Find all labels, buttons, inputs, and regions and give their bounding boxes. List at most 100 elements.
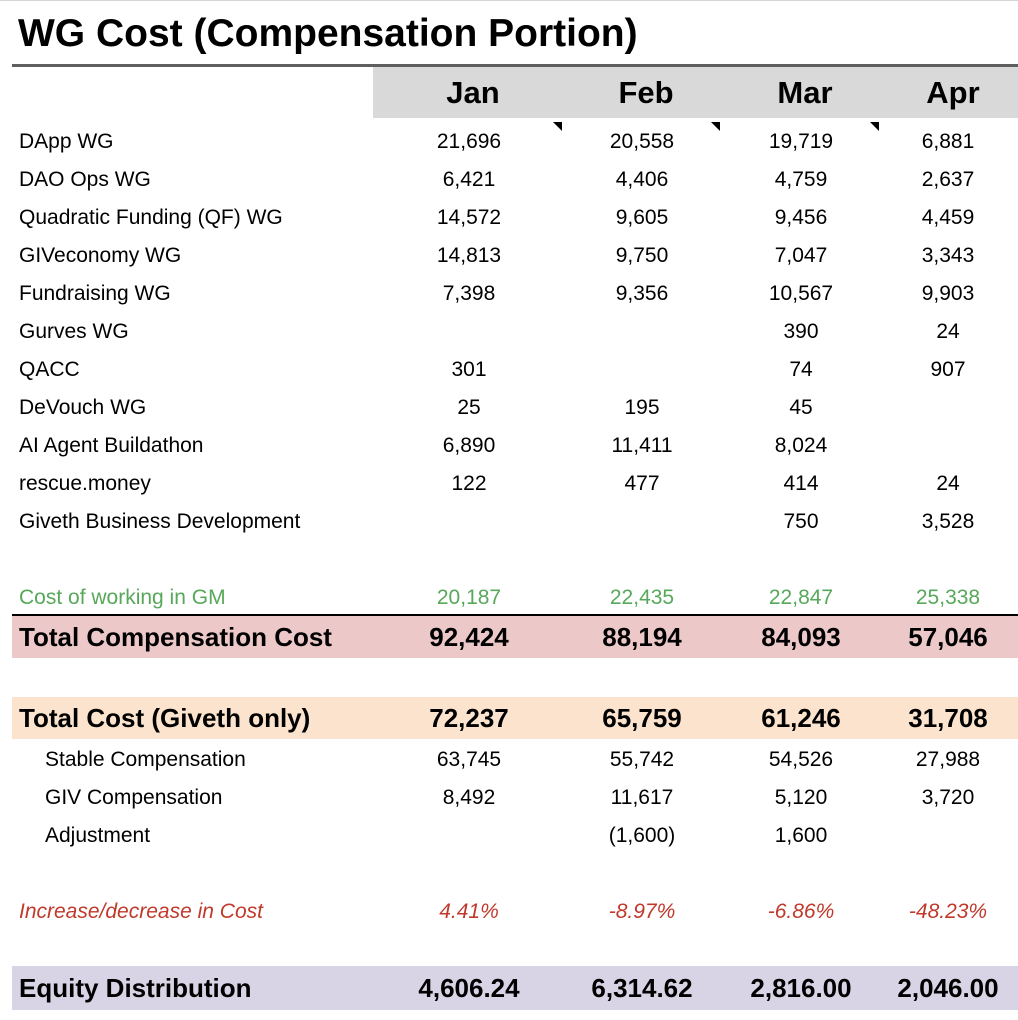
cell-apr[interactable]: 907 (930, 358, 966, 381)
cell-feb[interactable]: 55,742 (609, 748, 675, 771)
row-label: Equity Distribution (19, 973, 252, 1003)
comment-marker-icon[interactable] (553, 122, 562, 131)
cell-apr[interactable]: 6,881 (921, 130, 975, 153)
total-giveth-row[interactable]: Total Cost (Giveth only) 72,237 65,759 6… (0, 699, 1018, 737)
cell-feb[interactable]: 9,750 (615, 244, 669, 267)
col-header-jan[interactable]: Jan (446, 75, 500, 110)
cell-mar[interactable]: 45 (789, 396, 813, 419)
cell-mar[interactable]: 10,567 (768, 282, 834, 305)
cell-apr[interactable]: -48.23% (908, 900, 988, 923)
cell-jan[interactable]: 21,696 (436, 130, 502, 153)
cost-change-row[interactable]: Increase/decrease in Cost 4.41% -8.97% -… (0, 893, 1018, 931)
row-label: Total Compensation Cost (19, 622, 332, 652)
cell-mar[interactable]: 5,120 (774, 786, 828, 809)
cell-mar[interactable]: 54,526 (768, 748, 834, 771)
cell-mar[interactable]: 7,047 (774, 244, 828, 267)
equity-row[interactable]: Equity Distribution 4,606.24 6,314.62 2,… (0, 969, 1018, 1007)
cell-apr[interactable]: 25,338 (915, 586, 981, 609)
row-label: Fundraising WG (19, 282, 171, 305)
cell-mar[interactable]: 19,719 (768, 130, 834, 153)
cell-apr[interactable]: 57,046 (908, 622, 988, 652)
cell-jan[interactable]: 92,424 (429, 622, 509, 652)
cell-feb[interactable]: 20,558 (609, 130, 675, 153)
cell-jan[interactable]: 14,572 (436, 206, 502, 229)
cell-apr[interactable]: 24 (936, 320, 960, 343)
cell-jan[interactable]: 301 (451, 358, 487, 381)
col-header-apr[interactable]: Apr (926, 75, 980, 110)
cell-mar[interactable]: 22,847 (768, 586, 834, 609)
cell-apr[interactable]: 4,459 (921, 206, 975, 229)
cell-jan[interactable]: 7,398 (442, 282, 496, 305)
cell-feb[interactable]: 477 (624, 472, 660, 495)
table-row[interactable]: Fundraising WG 7,398 9,356 10,567 9,903 (0, 275, 1018, 313)
cell-jan[interactable]: 72,237 (429, 703, 509, 733)
comment-marker-icon[interactable] (711, 122, 720, 131)
cell-feb[interactable]: 195 (624, 396, 660, 419)
cell-apr[interactable]: 3,720 (921, 786, 975, 809)
cell-feb[interactable]: 22,435 (609, 586, 675, 609)
cell-jan[interactable]: 63,745 (436, 748, 502, 771)
cell-apr[interactable]: 31,708 (908, 703, 988, 733)
cell-mar[interactable]: 4,759 (774, 168, 828, 191)
table-row[interactable]: DAO Ops WG 6,421 4,406 4,759 2,637 (0, 161, 1018, 199)
table-row[interactable]: rescue.money 122 477 414 24 (0, 465, 1018, 503)
col-header-feb[interactable]: Feb (618, 75, 674, 110)
cell-apr[interactable]: 2,046.00 (897, 973, 999, 1003)
cell-jan[interactable]: 6,421 (442, 168, 496, 191)
cell-mar[interactable]: 414 (783, 472, 819, 495)
cell-apr[interactable]: 27,988 (915, 748, 981, 771)
cell-jan[interactable]: 6,890 (442, 434, 496, 457)
table-row[interactable]: QACC 301 74 907 (0, 351, 1018, 389)
table-row[interactable]: AI Agent Buildathon 6,890 11,411 8,024 (0, 427, 1018, 465)
table-row[interactable]: Quadratic Funding (QF) WG 14,572 9,605 9… (0, 199, 1018, 237)
cell-apr[interactable]: 24 (936, 472, 960, 495)
cell-feb[interactable]: 6,314.62 (591, 973, 693, 1003)
cell-apr[interactable]: 3,343 (921, 244, 975, 267)
row-label: DeVouch WG (19, 396, 147, 419)
cell-apr[interactable]: 2,637 (921, 168, 975, 191)
cell-jan[interactable]: 122 (451, 472, 487, 495)
cell-feb[interactable]: 9,356 (615, 282, 669, 305)
cell-jan[interactable]: 20,187 (436, 586, 502, 609)
cell-jan[interactable]: 8,492 (442, 786, 496, 809)
equity-band (12, 966, 1018, 1010)
cell-mar[interactable]: 750 (783, 510, 819, 533)
cell-apr[interactable]: 3,528 (921, 510, 975, 533)
cell-feb[interactable]: -8.97% (608, 900, 676, 923)
table-row[interactable]: DeVouch WG 25 195 45 (0, 389, 1018, 427)
cell-mar[interactable]: 84,093 (761, 622, 841, 652)
cell-apr[interactable]: 9,903 (921, 282, 975, 305)
cell-feb[interactable]: 9,605 (615, 206, 669, 229)
cell-jan[interactable]: 14,813 (436, 244, 502, 267)
cell-mar[interactable]: 8,024 (774, 434, 828, 457)
cost-gm-row[interactable]: Cost of working in GM 20,187 22,435 22,8… (0, 579, 1018, 617)
cell-mar[interactable]: 74 (789, 358, 813, 381)
sub-row[interactable]: GIV Compensation 8,492 11,617 5,120 3,72… (0, 779, 1018, 817)
sub-row[interactable]: Stable Compensation 63,745 55,742 54,526… (0, 741, 1018, 779)
table-row[interactable]: GIVeconomy WG 14,813 9,750 7,047 3,343 (0, 237, 1018, 275)
table-row[interactable]: Giveth Business Development 750 3,528 (0, 503, 1018, 541)
sub-row[interactable]: Adjustment (1,600) 1,600 (0, 817, 1018, 855)
cell-mar[interactable]: 390 (783, 320, 819, 343)
cell-mar[interactable]: -6.86% (767, 900, 835, 923)
cell-jan[interactable]: 4,606.24 (418, 973, 520, 1003)
cell-feb[interactable]: 4,406 (615, 168, 669, 191)
cell-feb[interactable]: 11,617 (610, 786, 674, 809)
cell-feb[interactable]: 88,194 (602, 622, 682, 652)
cell-mar[interactable]: 2,816.00 (750, 973, 852, 1003)
col-header-mar[interactable]: Mar (777, 75, 833, 110)
cell-feb[interactable]: 11,411 (611, 434, 673, 457)
comment-marker-icon[interactable] (870, 122, 879, 131)
cell-jan[interactable]: 25 (457, 396, 481, 419)
cell-mar[interactable]: 61,246 (761, 703, 841, 733)
cell-feb[interactable]: 65,759 (602, 703, 682, 733)
table-row[interactable]: DApp WG 21,696 20,558 19,719 6,881 (0, 123, 1018, 161)
cell-jan[interactable]: 4.41% (439, 900, 499, 923)
cell-feb[interactable]: (1,600) (608, 824, 676, 847)
cell-mar[interactable]: 1,600 (774, 824, 828, 847)
row-label: DApp WG (19, 130, 114, 153)
total-comp-row[interactable]: Total Compensation Cost 92,424 88,194 84… (0, 618, 1018, 656)
row-label: GIV Compensation (45, 786, 223, 809)
table-row[interactable]: Gurves WG 390 24 (0, 313, 1018, 351)
cell-mar[interactable]: 9,456 (774, 206, 828, 229)
